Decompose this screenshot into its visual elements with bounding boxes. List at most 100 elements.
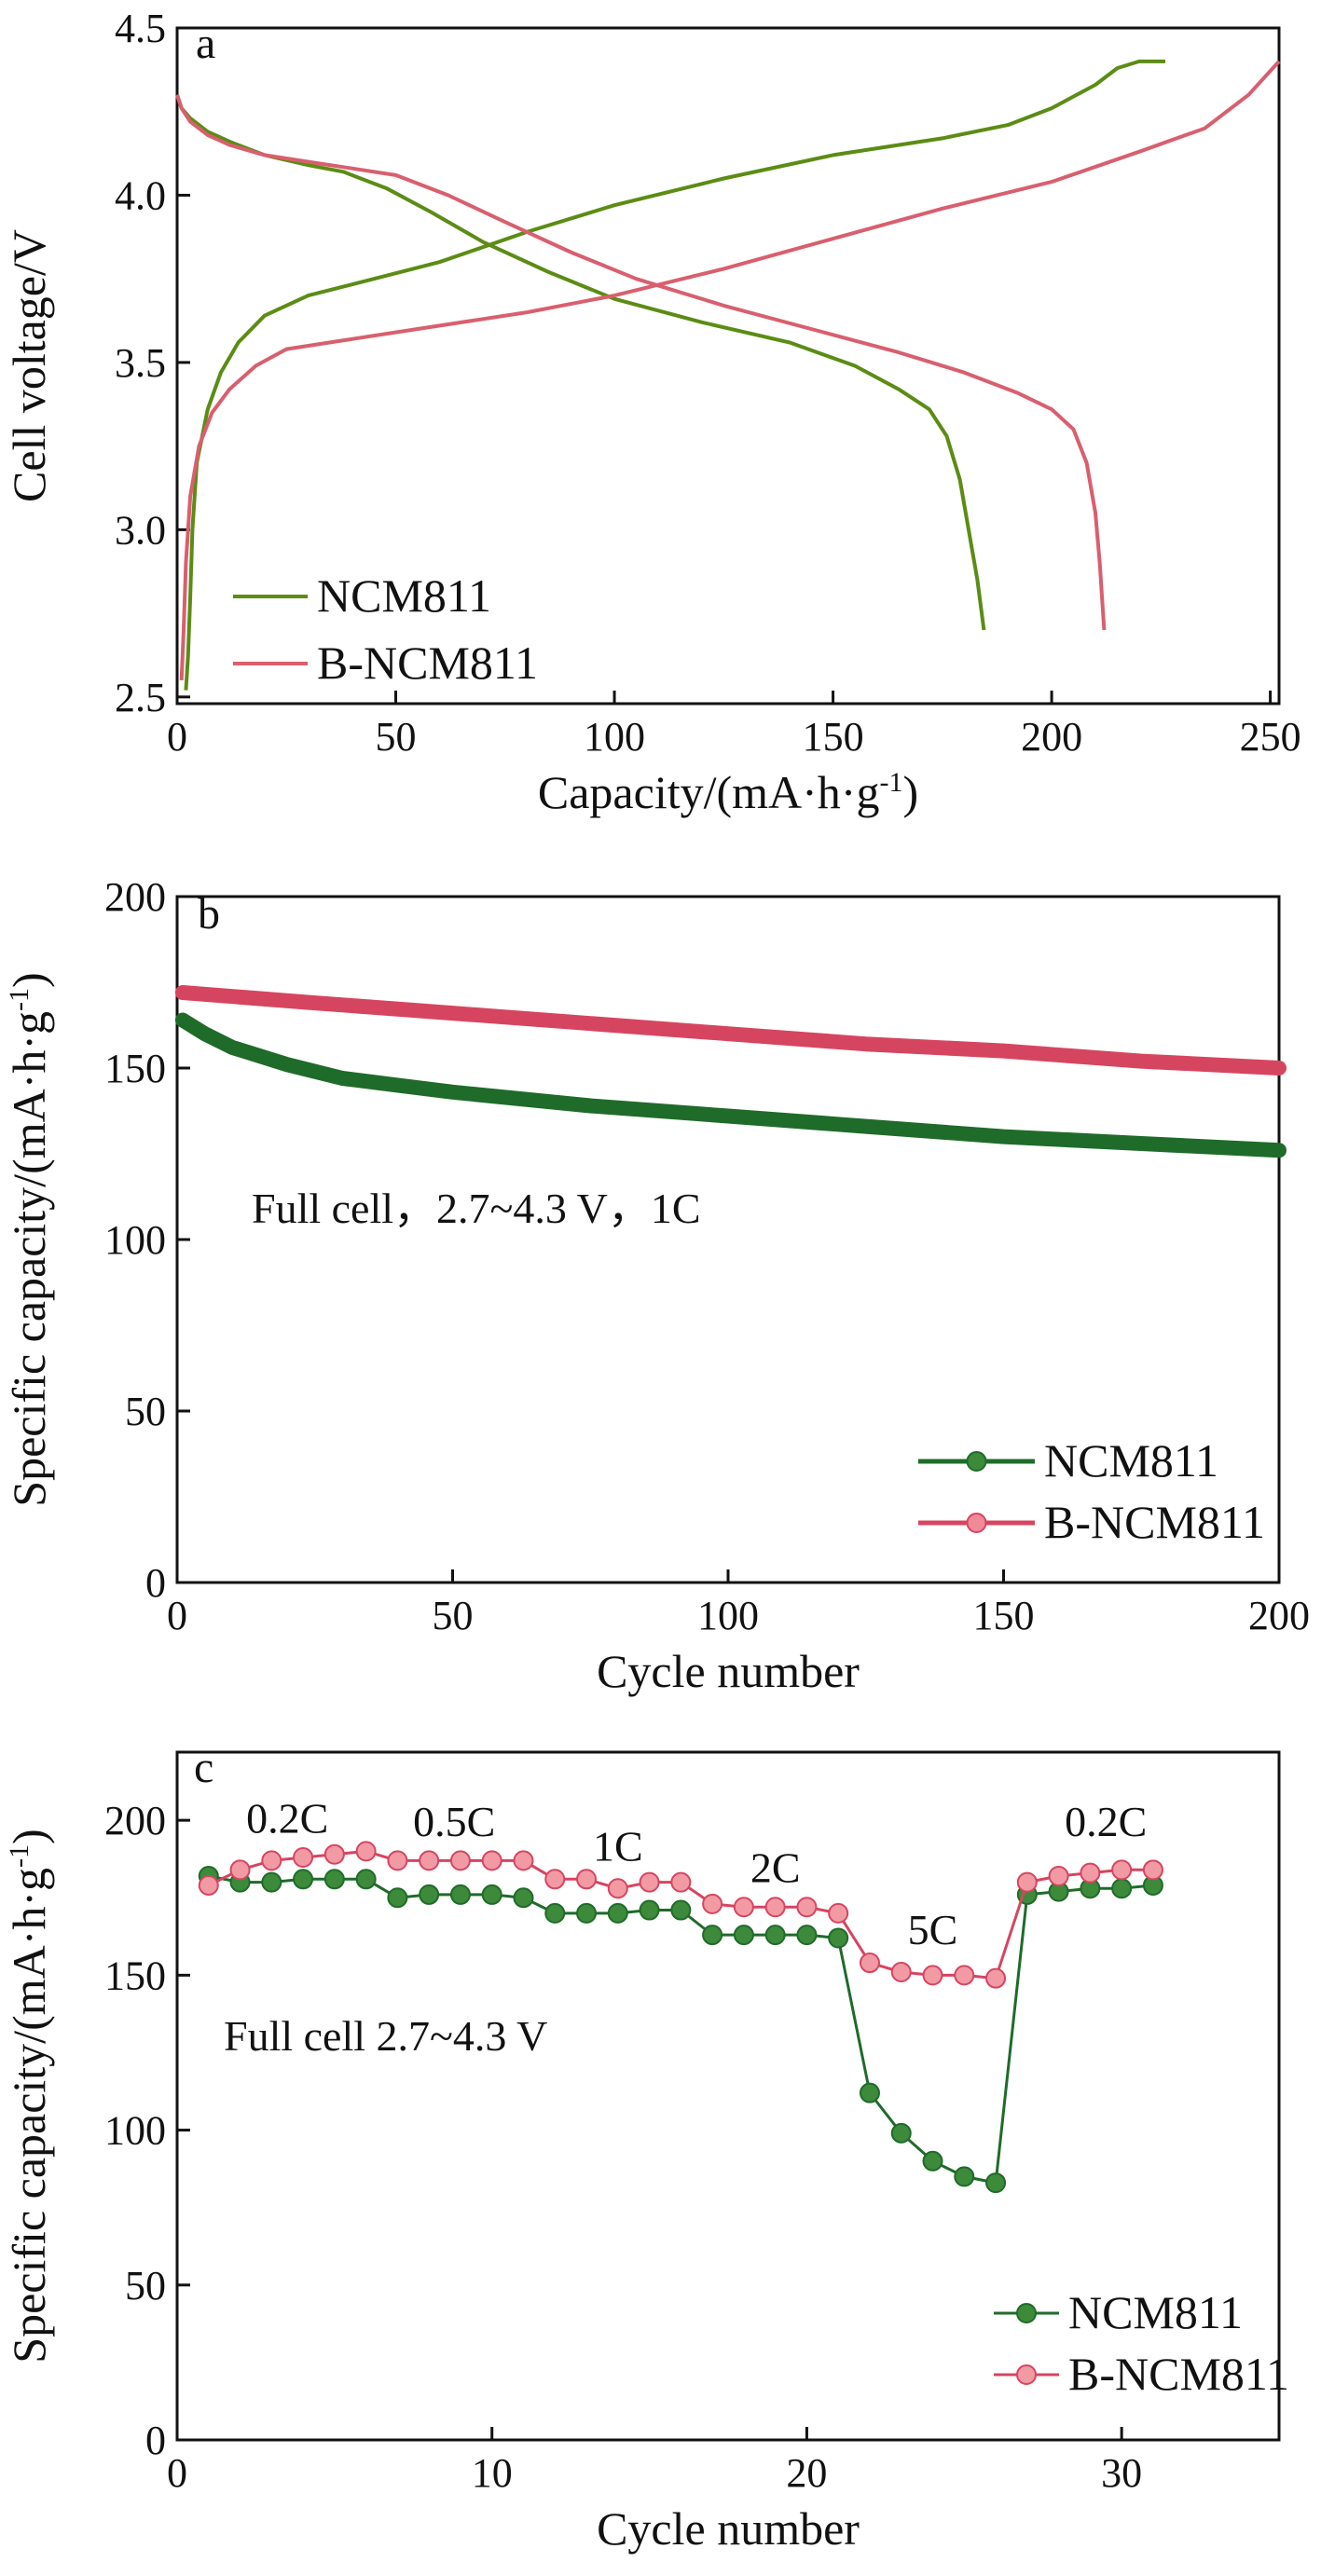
data-point [733, 1925, 754, 1946]
data-point [1048, 1865, 1069, 1886]
panel-b-ticks: 0 50 100 150 200 0 50 100 150 200 [104, 874, 1310, 1638]
data-point [985, 2172, 1007, 2194]
panel-b-y-axis-label-close: ) [3, 972, 55, 988]
data-point [355, 1869, 377, 1890]
data-point [607, 1878, 628, 1899]
series-line-ncm811 [174, 1012, 1287, 1158]
x-tick-label: 10 [472, 2450, 513, 2496]
data-point [513, 1887, 534, 1909]
rate-label: 1C [593, 1822, 643, 1870]
panel-a-chart: a 0 50 100 150 200 250 2.5 3.0 3.5 4.0 4.5 Capacit… [3, 6, 1301, 818]
y-tick-label: 150 [104, 1953, 166, 1998]
data-point [796, 1925, 818, 1946]
y-tick-label: 50 [125, 2263, 166, 2309]
data-point [670, 1899, 692, 1921]
data-point [733, 1897, 754, 1918]
x-tick-label: 0 [167, 714, 187, 760]
data-point [419, 1884, 440, 1905]
data-point [1080, 1862, 1101, 1884]
series-line-b-ncm811-0 [175, 94, 1107, 631]
panel-c-series [198, 1841, 1163, 2194]
panel-b-letter: b [198, 889, 220, 939]
data-point [702, 1925, 723, 1946]
rate-label: 0.5C [413, 1798, 495, 1845]
data-point [1142, 1859, 1163, 1881]
y-tick-label: 0 [145, 2418, 166, 2463]
x-tick-label: 50 [376, 714, 417, 760]
rate-label: 0.2C [246, 1794, 328, 1842]
data-point [828, 1902, 849, 1924]
y-tick-label: 3.0 [115, 507, 166, 553]
data-point [419, 1850, 440, 1871]
panel-c-y-axis-label-close: ) [3, 1829, 55, 1844]
x-tick-label: 200 [1248, 1593, 1310, 1638]
x-tick-label: 200 [1021, 714, 1082, 760]
data-point [323, 1869, 345, 1890]
legend-label: B-NCM811 [1044, 1496, 1265, 1548]
data-point [449, 1850, 471, 1871]
data-point [576, 1869, 598, 1890]
data-point [481, 1850, 502, 1871]
data-point [229, 1859, 251, 1881]
data-point [702, 1893, 723, 1914]
x-tick-label: 250 [1240, 714, 1301, 760]
series-line-b-ncm811-1 [179, 60, 1281, 680]
data-point [828, 1927, 849, 1949]
y-tick-label: 0 [145, 1560, 166, 1606]
y-tick-label: 2.5 [115, 675, 166, 720]
rate-label: 5C [908, 1906, 958, 1953]
data-point [639, 1871, 660, 1893]
data-point [293, 1847, 314, 1869]
data-point [323, 1843, 345, 1865]
data-point [859, 1953, 880, 1974]
y-tick-label: 150 [104, 1046, 166, 1091]
data-point [796, 1897, 818, 1918]
panel-c-annotation: Full cell 2.7~4.3 V [224, 2012, 547, 2060]
data-point [544, 1869, 566, 1890]
y-tick-label: 4.5 [115, 6, 166, 51]
panel-c-frame [175, 1750, 1281, 2442]
data-point [954, 1965, 975, 1986]
rate-label: 2C [750, 1844, 801, 1892]
data-point [1111, 1878, 1133, 1899]
data-point [607, 1902, 628, 1924]
legend-label: NCM811 [1044, 1434, 1218, 1487]
legend-marker [1016, 2364, 1037, 2385]
legend-marker [966, 1451, 987, 1472]
data-point [890, 1962, 912, 1983]
panel-b-annotation: Full cell，2.7~4.3 V，1C [252, 1185, 701, 1232]
panel-c-y-axis-label: Specific capacity/(mA·h·g-1) [3, 1829, 55, 2363]
x-tick-label: 50 [433, 1593, 474, 1638]
data-point [1016, 1871, 1038, 1893]
panel-a-letter: a [196, 19, 215, 68]
data-point [639, 1899, 660, 1921]
legend-marker [966, 1513, 987, 1533]
x-tick-label: 30 [1101, 2450, 1142, 2496]
panel-a-x-axis-label: Capacity/(mA·h·g-1) [538, 766, 918, 818]
x-tick-label: 0 [167, 2450, 187, 2496]
panel-b-y-axis-label-sup: -1 [4, 988, 34, 1011]
data-point [985, 1967, 1007, 1989]
panel-c-y-axis-label-sup: -1 [4, 1844, 34, 1868]
data-point [449, 1884, 471, 1905]
data-point [355, 1841, 377, 1862]
x-tick-label: 150 [973, 1593, 1035, 1638]
legend-label: B-NCM811 [1068, 2348, 1289, 2400]
data-point [293, 1869, 314, 1890]
y-tick-label: 100 [104, 1217, 166, 1263]
legend-label: B-NCM811 [317, 637, 538, 689]
data-point [576, 1902, 598, 1924]
x-tick-label: 0 [167, 1593, 187, 1638]
x-tick-label: 100 [697, 1593, 759, 1638]
data-point [764, 1925, 786, 1946]
legend-label: NCM811 [317, 569, 491, 622]
y-tick-label: 3.5 [115, 340, 166, 386]
data-point [1111, 1859, 1133, 1881]
y-tick-label: 100 [104, 2108, 166, 2154]
series-line-ncm811-1 [184, 59, 1165, 691]
panel-a-y-axis-label: Cell voltage/V [3, 229, 55, 502]
data-point [922, 1965, 943, 1986]
data-point [261, 1850, 282, 1871]
data-point [859, 2082, 880, 2103]
